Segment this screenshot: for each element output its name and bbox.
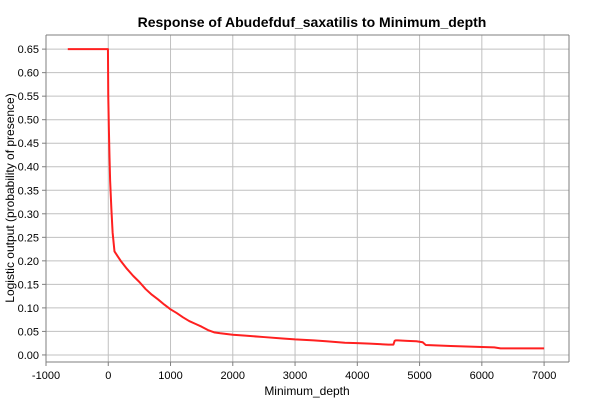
- grid-lines: [45, 35, 569, 362]
- y-tick-label: 0.60: [18, 68, 39, 80]
- x-tick-label: 7000: [532, 370, 556, 382]
- x-tick-label: -1000: [32, 370, 60, 382]
- y-axis-ticks: 0.00 0.05 0.10 0.15 0.20 0.25 0.30 0.35 0.40 0.45…: [18, 44, 46, 362]
- y-tick-label: 0.35: [18, 185, 39, 197]
- y-tick-label: 0.55: [18, 91, 39, 103]
- y-tick-label: 0.10: [18, 303, 39, 315]
- y-tick-label: 0.00: [18, 350, 39, 362]
- x-tick-label: 0: [105, 370, 111, 382]
- x-axis-ticks: -1000 0 1000 2000 3000 4000 5000 6000 7000: [32, 362, 556, 382]
- x-tick-label: 6000: [470, 370, 494, 382]
- x-tick-label: 5000: [407, 370, 431, 382]
- y-tick-label: 0.20: [18, 256, 39, 268]
- y-tick-label: 0.65: [18, 44, 39, 56]
- y-tick-label: 0.50: [18, 115, 39, 127]
- x-tick-label: 3000: [283, 370, 307, 382]
- y-tick-label: 0.40: [18, 162, 39, 174]
- y-tick-label: 0.15: [18, 279, 39, 291]
- y-axis-label: Logistic output (probability of presence…: [3, 93, 17, 302]
- x-tick-label: 1000: [158, 370, 182, 382]
- y-tick-label: 0.45: [18, 138, 39, 150]
- y-tick-label: 0.05: [18, 326, 39, 338]
- y-tick-label: 0.25: [18, 232, 39, 244]
- x-tick-label: 2000: [221, 370, 245, 382]
- plot-area: [46, 35, 569, 362]
- x-axis-label: Minimum_depth: [264, 384, 349, 398]
- response-curve: [67, 48, 545, 350]
- x-tick-label: 4000: [345, 370, 369, 382]
- chart-title: Response of Abudefduf_saxatilis to Minim…: [138, 14, 487, 30]
- y-tick-label: 0.30: [18, 209, 39, 221]
